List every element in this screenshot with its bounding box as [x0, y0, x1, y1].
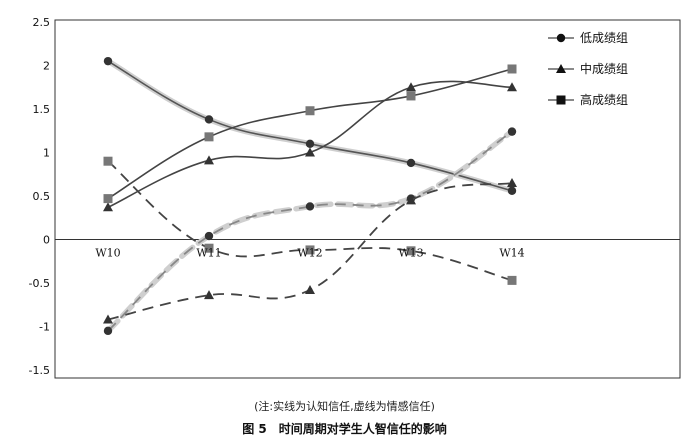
series-line: [107, 130, 513, 332]
point-square: [305, 106, 315, 116]
series-0-solid-circle: [103, 56, 517, 195]
point-circle: [507, 186, 517, 195]
point-square: [507, 275, 517, 285]
series-3-dashed-circle: [103, 127, 517, 336]
series-4-dashed-triangle: [103, 177, 517, 324]
y-tick-label: 1.5: [33, 103, 51, 116]
point-circle: [204, 115, 214, 124]
figure-caption: 图 5 时间周期对学生人智信任的影响: [242, 422, 447, 436]
point-square: [406, 246, 416, 256]
point-triangle: [305, 284, 315, 294]
series-halo: [105, 58, 515, 194]
y-axis: 2.5 2 1.5 1 0.5 0 -0.5 -1 -1.5: [29, 16, 50, 377]
y-tick-label: -1: [39, 321, 50, 334]
point-circle: [305, 202, 315, 211]
series-1-solid-triangle: [103, 80, 517, 212]
y-tick-label: -1.5: [29, 364, 50, 377]
x-tick-label: W11: [196, 247, 221, 260]
legend-marker-triangle: [556, 64, 566, 73]
series-5-dashed-square: [103, 156, 517, 285]
x-tick-label: W10: [95, 247, 120, 260]
point-square: [305, 245, 315, 255]
point-square: [507, 64, 517, 74]
point-circle: [406, 158, 416, 168]
point-triangle: [507, 82, 517, 92]
point-circle: [204, 231, 214, 241]
plot-frame: [54, 19, 681, 379]
point-triangle: [204, 155, 214, 165]
point-circle: [103, 326, 113, 336]
point-square: [204, 243, 214, 253]
legend-label: 中成绩组: [580, 61, 628, 76]
series-group: [103, 56, 517, 336]
point-triangle: [406, 195, 416, 205]
point-square: [103, 156, 113, 166]
y-tick-label: 1: [43, 147, 50, 160]
point-triangle: [103, 314, 113, 324]
legend-label: 高成绩组: [580, 92, 628, 107]
point-triangle: [507, 177, 517, 187]
x-tick-label: W13: [398, 247, 423, 260]
point-square: [204, 132, 214, 142]
x-axis: W10 W11 W12 W13 W14: [95, 247, 524, 260]
y-tick-label: 2: [43, 60, 50, 73]
point-triangle: [406, 82, 416, 92]
legend-marker-circle: [556, 33, 566, 43]
y-tick-label: -0.5: [29, 277, 50, 290]
point-square: [103, 194, 113, 204]
point-triangle: [305, 147, 315, 157]
series-2-solid-square: [103, 64, 517, 204]
figure-note: (注:实线为认知信任,虚线为情感信任): [254, 400, 435, 413]
x-tick-label: W14: [499, 247, 524, 260]
legend-label: 低成绩组: [580, 31, 628, 45]
point-circle: [103, 56, 113, 66]
point-square: [406, 91, 416, 101]
y-tick-label: 0: [43, 234, 50, 247]
series-halo: [105, 128, 515, 334]
point-triangle: [204, 290, 214, 300]
x-tick-label: W12: [297, 247, 322, 260]
point-triangle: [103, 202, 113, 212]
legend-marker-square: [556, 95, 566, 105]
point-circle: [507, 127, 517, 136]
y-tick-label: 0.5: [33, 190, 51, 203]
y-tick-label: 2.5: [33, 16, 51, 29]
point-circle: [305, 139, 315, 148]
